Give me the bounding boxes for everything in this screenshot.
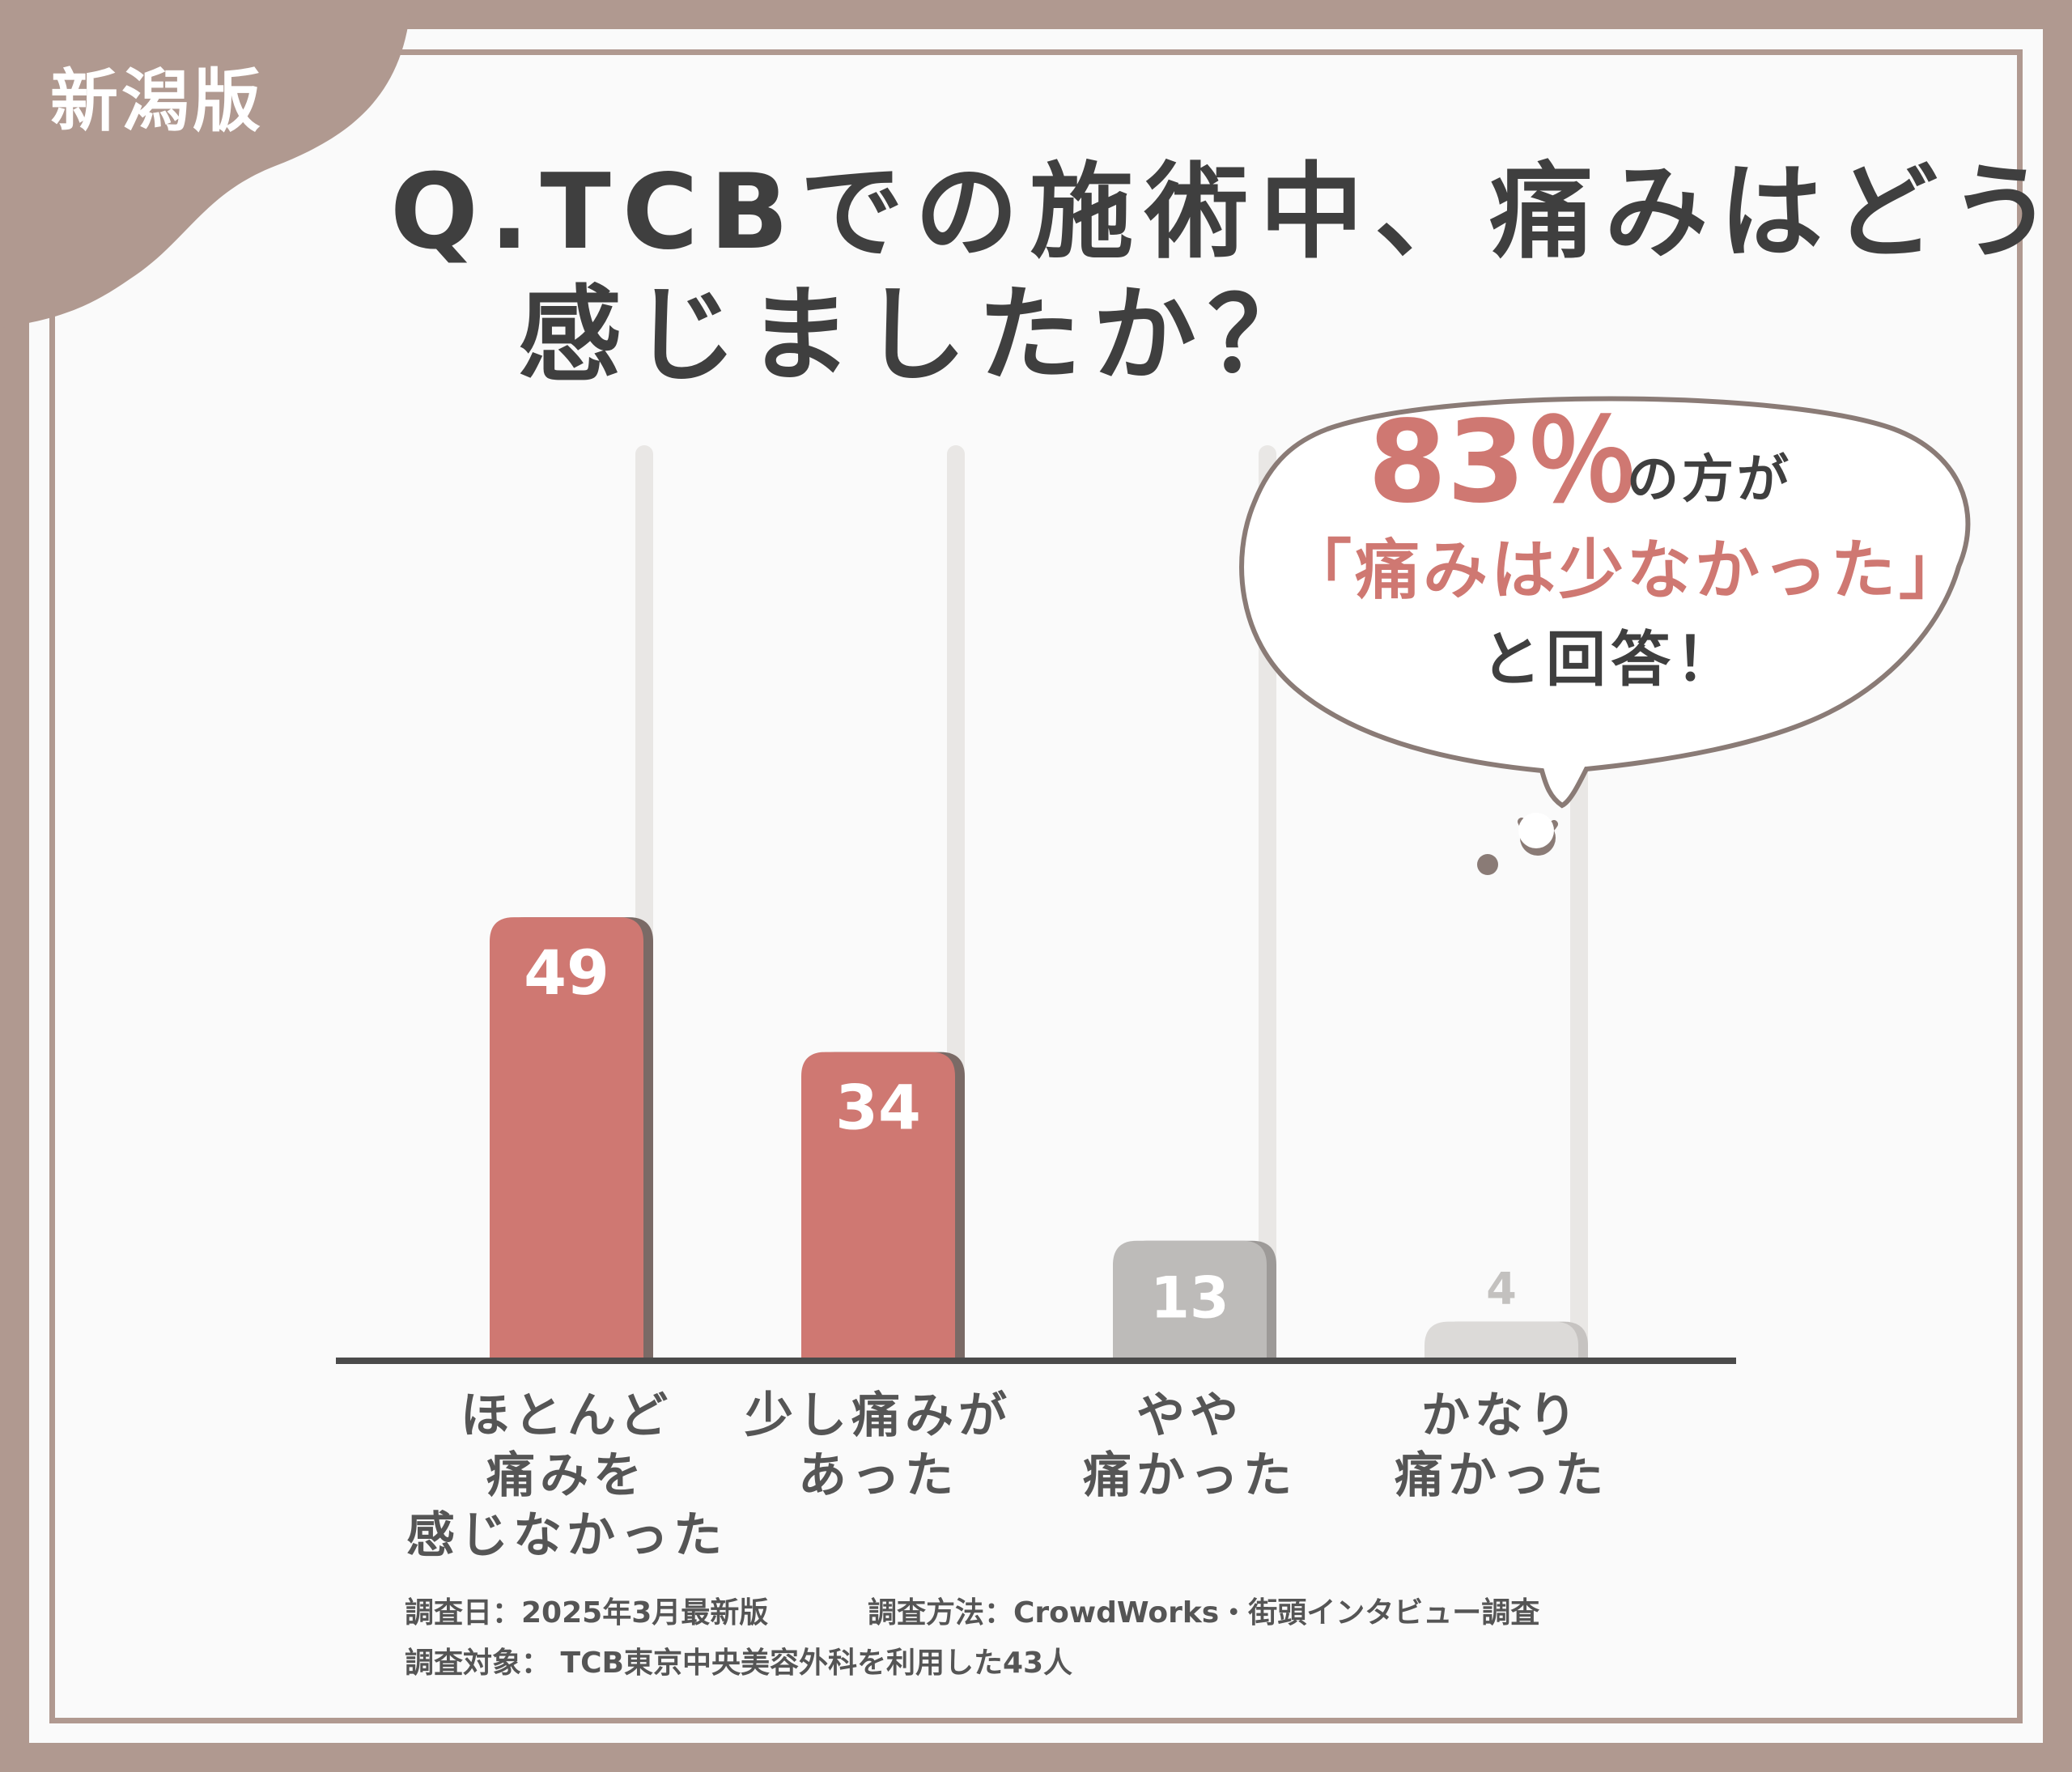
callout-bubble	[1239, 396, 1971, 875]
category-label-line: 痛かった	[1395, 1447, 1608, 1504]
card-border	[49, 49, 2023, 1723]
callout-percent-suffix: の方が	[1627, 450, 1792, 510]
card-background	[29, 29, 2043, 1743]
category-label-line: 感じなかった	[406, 1507, 727, 1564]
category-label-1: ほとんど 痛みを 感じなかった	[388, 1386, 745, 1566]
category-label-line: 痛かった	[1083, 1447, 1297, 1504]
callout-answer: と回答！	[1481, 625, 1740, 695]
bar-4	[1424, 1321, 1578, 1358]
category-label-4: かなり 痛かった	[1323, 1386, 1679, 1506]
bar-2	[801, 1052, 955, 1358]
bars: 49 34 13 4	[490, 917, 1588, 1358]
bar-value-label-2: 34	[835, 1072, 921, 1144]
category-label-line: やや	[1136, 1387, 1243, 1444]
region-tag: 新潟版	[50, 62, 265, 141]
bar-value-label-4: 4	[1486, 1264, 1517, 1315]
footer-survey-method: 調査方法：CrowdWorks・街頭インタビュー調査	[868, 1596, 1540, 1630]
bar-value-label-3: 13	[1150, 1265, 1229, 1332]
category-label-line: ほとんど	[460, 1387, 673, 1444]
question-title-line-1: Q.TCBでの施術中、痛みはどう	[390, 152, 2065, 273]
footer-survey-target: 調査対象： TCB東京中央美容外科を利用した43人	[405, 1647, 1073, 1680]
category-label-line: あった	[798, 1447, 958, 1504]
category-label-3: やや 痛かった	[1012, 1386, 1368, 1506]
footer-survey-date: 調査日：2025年3月最新版	[405, 1596, 769, 1630]
callout-quote: 「痛みは少なかった」	[1287, 533, 1967, 608]
category-label-line: かなり	[1421, 1387, 1582, 1444]
callout-percent: 83％	[1368, 397, 1639, 529]
question-title-line-2: 感じましたか？	[518, 275, 1323, 396]
category-label-line: 少し痛みが	[745, 1387, 1012, 1444]
category-label-line: 痛みを	[486, 1447, 647, 1504]
bar-value-label-1: 49	[524, 937, 609, 1009]
category-label-2: 少し痛みが あった	[700, 1386, 1056, 1506]
bar-track-3	[1259, 445, 1276, 1358]
bar-1	[490, 917, 643, 1358]
bar-3	[1113, 1240, 1267, 1358]
